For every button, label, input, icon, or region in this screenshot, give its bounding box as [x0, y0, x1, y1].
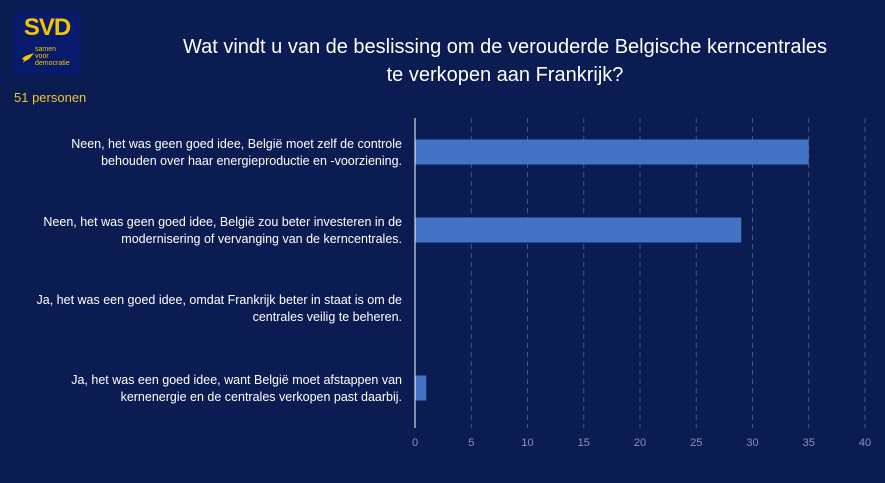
category-label: Neen, het was geen goed idee, België zou… — [43, 215, 402, 229]
category-label: Ja, het was een goed idee, omdat Frankri… — [37, 293, 403, 307]
respondent-count: 51 personen — [14, 90, 87, 105]
x-tick-label: 35 — [803, 437, 815, 449]
chart-title-line: te verkopen aan Frankrijk? — [386, 64, 624, 86]
category-label: centrales veilig te beheren. — [253, 310, 402, 324]
logo-text: SVD — [23, 14, 71, 41]
bar — [415, 375, 427, 401]
x-tick-label: 10 — [521, 437, 533, 449]
x-tick-label: 30 — [746, 437, 758, 449]
x-tick-label: 25 — [690, 437, 702, 449]
category-label: modernisering of vervanging van de kernc… — [121, 232, 402, 246]
bar — [415, 139, 809, 165]
chart-title: Wat vindt u van de beslissing om de vero… — [110, 33, 885, 89]
category-label: Ja, het was een goed idee, want België m… — [71, 373, 402, 387]
logo-tagline-line: samen — [35, 46, 57, 53]
logo-tagline-line: democratie — [35, 60, 70, 67]
dove-icon — [22, 53, 34, 63]
chart-title-line: Wat vindt u van de beslissing om de vero… — [182, 36, 828, 58]
x-tick-label: 15 — [578, 437, 590, 449]
logo-tagline: samen voor democratie — [35, 46, 79, 67]
x-tick-label: 5 — [468, 437, 474, 449]
bar — [415, 217, 742, 243]
category-label: kernenergie en de centrales verkopen pas… — [121, 390, 402, 404]
x-tick-label: 0 — [412, 437, 418, 449]
category-label: behouden over haar energieproductie en -… — [101, 154, 402, 168]
svd-logo: SVD samen voor democratie — [13, 12, 81, 75]
category-label: Neen, het was geen goed idee, België moe… — [71, 137, 402, 151]
x-tick-label: 20 — [634, 437, 646, 449]
x-tick-label: 40 — [859, 437, 871, 449]
logo-tagline-line: voor — [35, 53, 49, 60]
